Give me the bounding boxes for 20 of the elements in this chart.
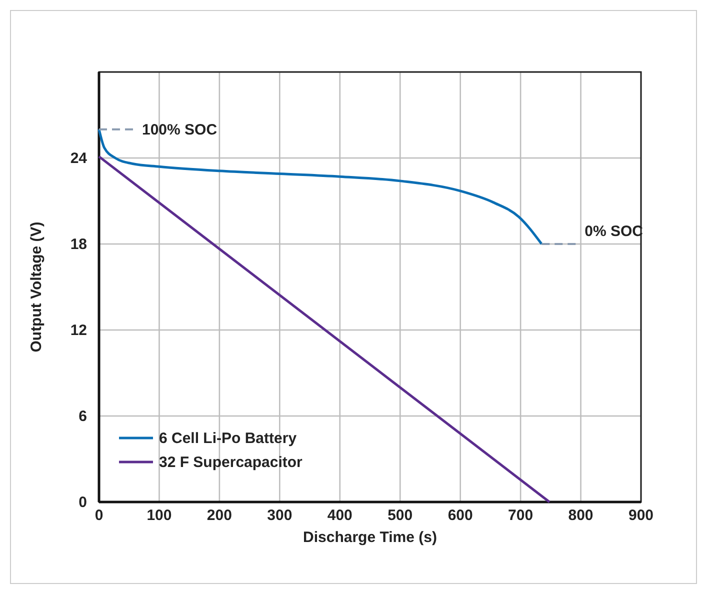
x-axis-title: Discharge Time (s) — [303, 529, 437, 546]
x-tick-label: 200 — [206, 507, 232, 524]
y-tick-label: 18 — [70, 236, 87, 253]
x-tick-label: 800 — [568, 507, 594, 524]
x-tick-label: 700 — [508, 507, 534, 524]
legend-label: 32 F Supercapacitor — [159, 454, 303, 471]
x-tick-label: 600 — [448, 507, 473, 524]
x-tick-label: 400 — [327, 507, 352, 524]
y-tick-label: 6 — [78, 408, 87, 425]
y-tick-label: 0 — [78, 494, 87, 511]
y-axis-title: Output Voltage (V) — [28, 222, 45, 352]
y-tick-label: 12 — [70, 322, 87, 339]
x-tick-label: 900 — [628, 507, 654, 524]
x-tick-label: 500 — [388, 507, 413, 524]
x-tick-label: 100 — [146, 507, 172, 524]
annotation: 100% SOC — [142, 121, 218, 138]
x-tick-label: 300 — [267, 507, 292, 524]
y-tick-label: 24 — [70, 150, 88, 167]
x-tick-label: 0 — [94, 507, 104, 524]
legend-label: 6 Cell Li-Po Battery — [159, 430, 298, 447]
